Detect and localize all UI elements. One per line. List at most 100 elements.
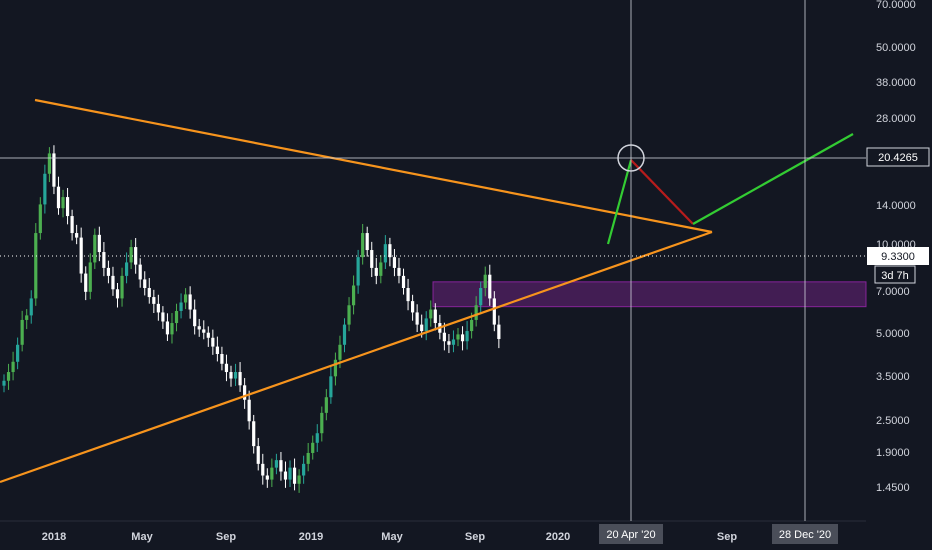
candle-body [143, 279, 147, 289]
resistance-zone [432, 281, 867, 308]
candle-body [243, 385, 247, 400]
candle-body [56, 186, 61, 209]
y-tick-label: 70.0000 [876, 0, 916, 11]
candle-body [115, 289, 120, 299]
lower-trendline [0, 230, 713, 484]
y-tick-label: 50.0000 [876, 42, 916, 54]
candle-body [492, 298, 496, 325]
candle-body [184, 294, 188, 303]
candle-body [197, 326, 201, 330]
x-tick-label: Sep [465, 531, 485, 543]
candle-body [379, 262, 383, 276]
y-tick-label: 14.0000 [876, 200, 916, 212]
candle-body [333, 359, 338, 377]
candle-body [347, 305, 351, 325]
candle-body [229, 372, 233, 379]
candle-body [70, 216, 74, 234]
candle-body [497, 324, 501, 339]
candle-body [415, 312, 419, 325]
candle-body [174, 310, 179, 324]
crosshair-price-flag [866, 147, 930, 167]
candle-body [329, 376, 333, 398]
crosshair-price-label: 20.4265 [878, 152, 918, 164]
x-tick-label: 2019 [299, 531, 323, 543]
date-flag-label: 28 Dec '20 [779, 529, 831, 541]
candle-body [2, 380, 6, 386]
candle-body [79, 237, 83, 274]
candle-body [65, 197, 70, 217]
candle-body [52, 153, 56, 187]
candle-body [247, 399, 251, 422]
candle-body [292, 467, 297, 484]
candle-body [106, 267, 111, 276]
candle-body [188, 294, 192, 310]
projection-down-line [630, 159, 694, 225]
candle-body [342, 324, 347, 345]
candle-body [25, 315, 29, 320]
candle-body [470, 319, 474, 332]
candle-body [38, 204, 42, 234]
candle-body [152, 297, 156, 304]
candle-body [315, 433, 319, 443]
candle-body [138, 264, 142, 280]
candle-body [16, 344, 20, 362]
candle-body [156, 303, 160, 313]
candle-body [460, 334, 465, 342]
countdown-label: 3d 7h [881, 270, 909, 282]
candle-body [215, 346, 219, 355]
candle-body [283, 471, 288, 480]
candle-body [165, 321, 170, 335]
candle-body [338, 344, 342, 360]
candle-body [483, 274, 487, 289]
candle-body [306, 452, 310, 464]
candle-body [429, 309, 433, 319]
y-tick-label: 1.9000 [876, 447, 910, 459]
y-tick-label: 7.0000 [876, 286, 910, 298]
y-tick-label: 28.0000 [876, 113, 916, 125]
candle-body [320, 412, 324, 434]
y-tick-label: 5.0000 [876, 328, 910, 340]
candle-body [224, 363, 229, 373]
candle-body [220, 354, 224, 364]
candle-body [401, 275, 406, 289]
candle-body [365, 233, 369, 251]
candle-body [134, 247, 138, 265]
candle-body [261, 463, 265, 476]
candle-body [406, 288, 410, 302]
candle-body [129, 247, 133, 263]
date-flag-label: 20 Apr '20 [606, 529, 655, 541]
candle-body [11, 361, 15, 373]
candle-body [420, 324, 424, 332]
candle-body [356, 257, 360, 286]
x-tick-label: Sep [717, 531, 737, 543]
candle-body [211, 337, 215, 347]
candle-body [88, 262, 92, 292]
current-price-flag [867, 247, 929, 265]
candle-body [442, 332, 446, 342]
candle-body [206, 332, 210, 338]
candle-body [288, 467, 292, 480]
current-price-label: 9.3300 [881, 251, 915, 263]
x-tick-label: Sep [216, 531, 236, 543]
candle-body [270, 467, 274, 480]
candle-body [256, 446, 260, 464]
candle-body [302, 463, 306, 476]
candle-body [456, 334, 460, 340]
candle-body [433, 309, 437, 324]
candle-body [47, 153, 51, 174]
x-tick-label: May [381, 531, 403, 543]
candle-body [102, 252, 106, 268]
candle-body [374, 267, 378, 276]
candle-body [124, 262, 129, 276]
x-tick-label: 2020 [546, 531, 570, 543]
countdown-flag [874, 265, 916, 284]
candle-body [411, 301, 415, 313]
candle-body [43, 173, 47, 205]
candle-body [424, 318, 428, 332]
x-tick-label: 2018 [42, 531, 66, 543]
candle-body [392, 257, 397, 268]
projection-breakout-line [692, 133, 854, 225]
candle-body [111, 275, 115, 290]
